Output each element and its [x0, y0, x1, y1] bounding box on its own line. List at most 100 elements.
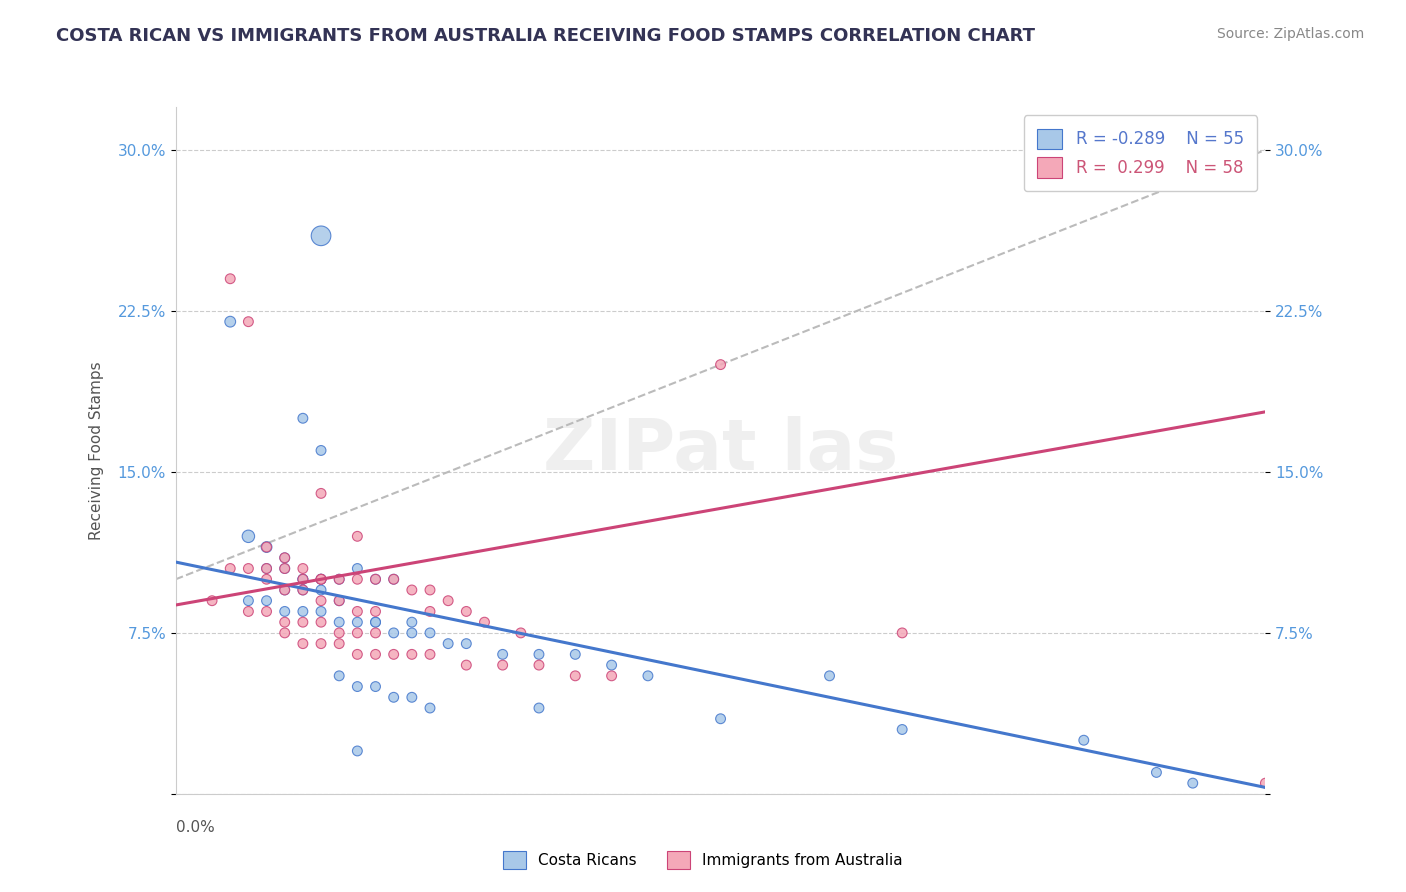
Point — [274, 561, 297, 575]
Point — [1181, 776, 1204, 790]
Point — [274, 615, 297, 630]
Point — [256, 561, 278, 575]
Legend: R = -0.289    N = 55, R =  0.299    N = 58: R = -0.289 N = 55, R = 0.299 N = 58 — [1024, 115, 1257, 191]
Point — [274, 626, 297, 640]
Point — [309, 572, 332, 586]
Point — [1254, 776, 1277, 790]
Point — [527, 658, 550, 673]
Point — [401, 615, 423, 630]
Point — [600, 658, 623, 673]
Point — [291, 637, 314, 651]
Text: Source: ZipAtlas.com: Source: ZipAtlas.com — [1216, 27, 1364, 41]
Point — [1073, 733, 1095, 747]
Point — [256, 540, 278, 554]
Point — [564, 669, 586, 683]
Point — [291, 604, 314, 618]
Point — [818, 669, 841, 683]
Point — [419, 648, 441, 662]
Point — [219, 561, 242, 575]
Point — [309, 228, 332, 243]
Point — [364, 648, 387, 662]
Point — [309, 572, 332, 586]
Point — [238, 561, 260, 575]
Point — [364, 615, 387, 630]
Point — [256, 572, 278, 586]
Point — [382, 572, 405, 586]
Point — [492, 648, 515, 662]
Point — [291, 572, 314, 586]
Point — [364, 615, 387, 630]
Point — [274, 550, 297, 565]
Point — [346, 615, 368, 630]
Point — [891, 626, 914, 640]
Point — [891, 723, 914, 737]
Point — [309, 615, 332, 630]
Point — [274, 582, 297, 597]
Point — [238, 529, 260, 543]
Y-axis label: Receiving Food Stamps: Receiving Food Stamps — [89, 361, 104, 540]
Point — [309, 582, 332, 597]
Point — [328, 572, 350, 586]
Point — [291, 411, 314, 425]
Point — [382, 648, 405, 662]
Point — [401, 626, 423, 640]
Point — [256, 540, 278, 554]
Point — [637, 669, 659, 683]
Point — [238, 593, 260, 607]
Text: COSTA RICAN VS IMMIGRANTS FROM AUSTRALIA RECEIVING FOOD STAMPS CORRELATION CHART: COSTA RICAN VS IMMIGRANTS FROM AUSTRALIA… — [56, 27, 1035, 45]
Point — [437, 637, 460, 651]
Point — [346, 648, 368, 662]
Point — [256, 604, 278, 618]
Point — [564, 648, 586, 662]
Point — [456, 637, 478, 651]
Point — [527, 701, 550, 715]
Point — [256, 561, 278, 575]
Point — [346, 626, 368, 640]
Point — [419, 626, 441, 640]
Text: ZIPat las: ZIPat las — [543, 416, 898, 485]
Point — [328, 572, 350, 586]
Point — [401, 582, 423, 597]
Point — [346, 604, 368, 618]
Point — [309, 443, 332, 458]
Point — [219, 315, 242, 329]
Point — [309, 486, 332, 500]
Point — [456, 604, 478, 618]
Point — [274, 550, 297, 565]
Point — [309, 593, 332, 607]
Point — [219, 271, 242, 285]
Point — [201, 593, 224, 607]
Point — [274, 561, 297, 575]
Point — [328, 593, 350, 607]
Point — [1146, 765, 1168, 780]
Point — [364, 626, 387, 640]
Point — [382, 690, 405, 705]
Point — [309, 572, 332, 586]
Point — [291, 582, 314, 597]
Point — [419, 582, 441, 597]
Legend: Costa Ricans, Immigrants from Australia: Costa Ricans, Immigrants from Australia — [496, 845, 910, 875]
Point — [346, 572, 368, 586]
Point — [437, 593, 460, 607]
Point — [527, 648, 550, 662]
Point — [328, 637, 350, 651]
Point — [346, 680, 368, 694]
Point — [710, 358, 733, 372]
Point — [238, 604, 260, 618]
Point — [274, 582, 297, 597]
Point — [274, 604, 297, 618]
Point — [419, 604, 441, 618]
Point — [382, 626, 405, 640]
Point — [291, 582, 314, 597]
Point — [256, 593, 278, 607]
Point — [419, 701, 441, 715]
Point — [346, 561, 368, 575]
Point — [328, 615, 350, 630]
Point — [309, 604, 332, 618]
Point — [328, 669, 350, 683]
Point — [456, 658, 478, 673]
Point — [346, 744, 368, 758]
Point — [474, 615, 496, 630]
Point — [291, 561, 314, 575]
Point — [364, 572, 387, 586]
